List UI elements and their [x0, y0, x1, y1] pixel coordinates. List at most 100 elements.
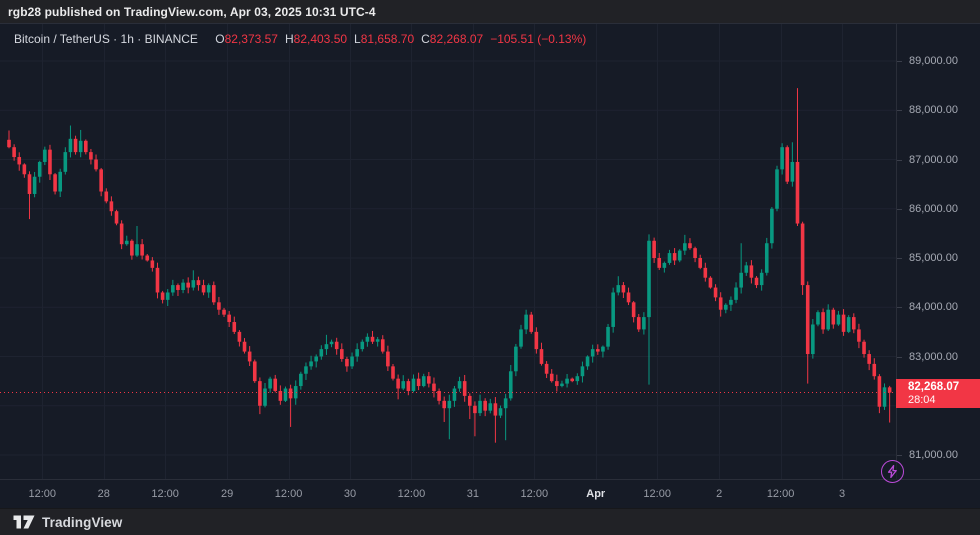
time-axis-label: 12:00 — [520, 488, 549, 500]
candle-body — [53, 174, 57, 192]
price-axis-tick — [897, 307, 902, 309]
candle-body — [201, 285, 206, 293]
price-axis-label: 86,000.00 — [909, 202, 958, 215]
candle-body — [411, 378, 416, 391]
boost-button[interactable] — [881, 460, 904, 483]
candle-body — [606, 326, 610, 347]
candle-body — [196, 280, 201, 286]
candle-body — [887, 387, 892, 393]
candle-body — [698, 258, 702, 268]
candle-body — [17, 157, 22, 165]
price-axis-tick — [897, 159, 902, 161]
time-axis-label: 30 — [343, 488, 357, 500]
candle-body — [764, 243, 769, 273]
candle-body — [217, 302, 221, 310]
candle-body — [555, 381, 559, 387]
candle-body — [580, 366, 585, 377]
chart-pane[interactable] — [0, 24, 896, 479]
candle-body — [350, 356, 354, 367]
candle-body — [340, 349, 344, 359]
candle-body — [524, 314, 528, 330]
candle-body — [560, 383, 564, 387]
price-axis[interactable]: 89,000.00 88,000.00 87,000.00 86,000.00 85,0… — [896, 24, 980, 479]
candle-body — [462, 381, 467, 396]
tradingview-logo[interactable]: TradingView — [13, 515, 122, 530]
published-text: rgb28 published on TradingView.com, Apr … — [8, 4, 376, 19]
candle-body — [826, 309, 830, 330]
candle-body — [7, 139, 11, 148]
candle-body — [442, 400, 446, 409]
candle-body — [181, 282, 185, 291]
time-axis-label: 12:00 — [766, 488, 795, 500]
candle-body — [171, 285, 175, 293]
chart-region: Bitcoin / TetherUS · 1h · BINANCE O82,37… — [0, 23, 980, 508]
interval-label[interactable]: 1h — [120, 32, 134, 46]
candle-body — [708, 277, 713, 288]
candle-body — [304, 366, 308, 374]
candle-body — [590, 349, 595, 357]
symbol-name[interactable]: Bitcoin / TetherUS — [14, 32, 110, 46]
candle-body — [386, 351, 390, 367]
candle-body — [852, 317, 856, 330]
candle-body — [324, 344, 329, 350]
candle-body — [508, 371, 513, 399]
candle-body — [626, 292, 631, 303]
candle-countdown: 28:04 — [908, 393, 936, 406]
candlestick-series — [7, 88, 892, 443]
time-axis-label: 31 — [466, 488, 479, 500]
candle-body — [263, 388, 267, 406]
candle-body — [212, 285, 216, 303]
high-label: H — [284, 32, 294, 46]
candle-body — [319, 349, 324, 357]
time-axis-label: 2 — [716, 488, 723, 500]
time-axis-label: 12:00 — [643, 488, 671, 500]
candle-body — [22, 164, 27, 175]
candle-body — [283, 388, 288, 401]
candle-body — [816, 312, 820, 325]
candle-body — [468, 395, 472, 406]
candle-body — [176, 285, 180, 291]
candle-body — [549, 373, 554, 382]
candle-body — [713, 287, 718, 298]
candle-body — [734, 287, 738, 300]
candle-body — [299, 373, 303, 387]
time-axis-label: Apr — [586, 488, 606, 500]
candle-body — [831, 309, 836, 325]
candle-body — [365, 336, 370, 342]
candle-body — [503, 398, 508, 409]
time-axis[interactable]: 12:00 28 12:00 29 12:00 30 12:00 31 12:00 Apr 12:0… — [0, 479, 980, 509]
candle-body — [94, 159, 98, 170]
current-price-badge: 82,268.07 28:04 — [896, 378, 980, 408]
candle-body — [160, 292, 165, 300]
candle-body — [514, 346, 518, 372]
price-axis-label: 85,000.00 — [909, 252, 958, 264]
candle-body — [309, 361, 313, 367]
price-axis-tick — [897, 356, 902, 358]
candle-body — [519, 329, 523, 347]
candle-body — [119, 223, 124, 245]
candle-body — [391, 366, 395, 379]
candle-body — [631, 302, 636, 318]
candle-body — [672, 253, 677, 261]
candle-body — [596, 349, 600, 352]
candle-body — [437, 390, 441, 401]
candle-body — [12, 147, 16, 158]
candle-body — [611, 292, 615, 327]
legend-separator-2: · — [137, 32, 142, 46]
price-axis-label: 89,000.00 — [909, 55, 958, 67]
candle-body — [27, 174, 32, 194]
candle-body — [447, 400, 452, 409]
close-value: 82,268.07 — [429, 32, 484, 46]
candle-body — [99, 169, 103, 192]
price-axis-label: 88,000.00 — [909, 104, 958, 117]
candle-body — [775, 169, 779, 209]
candle-body — [882, 387, 887, 407]
tradingview-logo-icon — [13, 515, 35, 529]
candle-body — [642, 317, 646, 330]
candle-body — [473, 405, 477, 414]
candle-body — [32, 176, 37, 194]
candle-body — [63, 152, 68, 172]
candle-body — [744, 265, 749, 273]
open-label: O — [215, 32, 225, 46]
tradingview-brand-text: TradingView — [42, 514, 123, 530]
